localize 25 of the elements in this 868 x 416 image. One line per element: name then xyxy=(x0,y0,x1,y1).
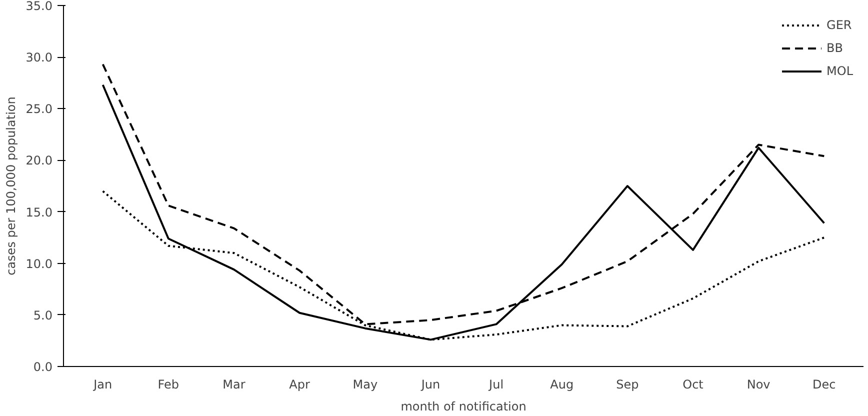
x-tick-label: Oct xyxy=(682,378,704,392)
x-tick-label: May xyxy=(352,378,378,392)
legend-label: BB xyxy=(826,41,844,55)
x-axis-title: month of notification xyxy=(400,400,526,414)
x-tick-label: Apr xyxy=(289,378,310,392)
x-tick-label: Jul xyxy=(488,378,504,392)
y-tick-label: 15.0 xyxy=(26,205,52,220)
y-tick-label: 10.0 xyxy=(26,256,52,271)
y-tick-label: 35.0 xyxy=(26,0,52,13)
x-tick-label: Jun xyxy=(420,378,440,392)
y-axis-title: cases per 100,000 population xyxy=(4,96,18,276)
x-tick-label: Mar xyxy=(222,378,246,392)
x-tick-label: Dec xyxy=(812,378,836,392)
y-tick-label: 25.0 xyxy=(26,102,52,116)
legend-label: MOL xyxy=(826,64,853,78)
y-tick-label: 30.0 xyxy=(26,50,52,65)
y-tick-label: 20.0 xyxy=(26,154,52,168)
x-tick-label: Aug xyxy=(550,378,574,392)
y-tick-label: 0.0 xyxy=(33,360,53,374)
x-tick-label: Nov xyxy=(746,378,770,392)
x-tick-label: Feb xyxy=(158,378,180,392)
legend-label: GER xyxy=(826,18,852,32)
y-tick-label: 5.0 xyxy=(33,308,53,322)
x-tick-label: Jan xyxy=(92,378,112,392)
x-tick-label: Sep xyxy=(616,378,639,392)
